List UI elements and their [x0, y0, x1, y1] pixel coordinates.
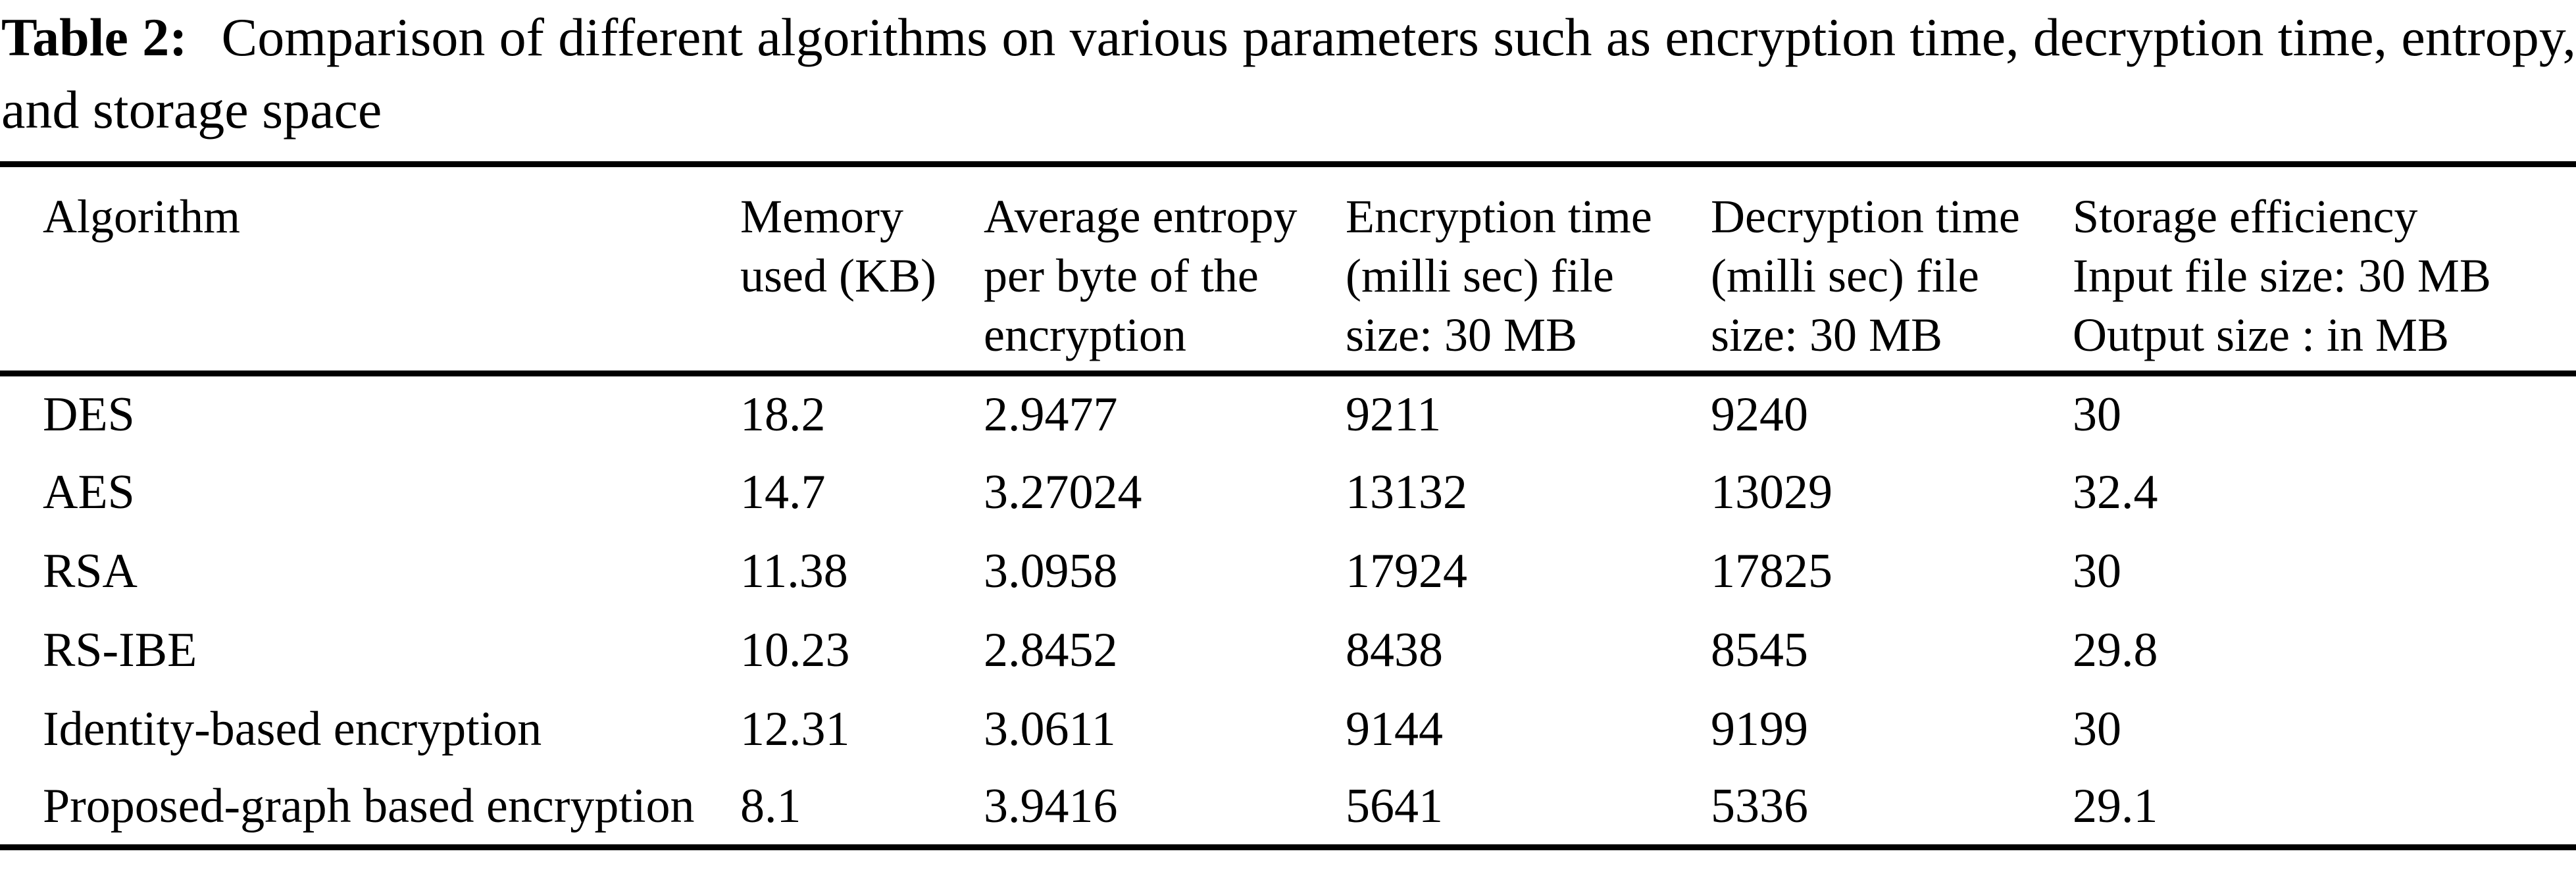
- cell-algorithm: RS-IBE: [43, 623, 197, 677]
- cell-entropy: 2.9477: [984, 387, 1118, 442]
- cell-storage: 29.8: [2073, 623, 2158, 677]
- cell-encryption-time: 5641: [1346, 779, 1443, 834]
- cell-memory: 11.38: [740, 544, 848, 598]
- cell-storage: 30: [2073, 544, 2121, 598]
- col-header-algorithm: Algorithm: [43, 190, 240, 243]
- cell-entropy: 3.0611: [984, 702, 1116, 756]
- cell-memory: 18.2: [740, 387, 826, 442]
- header-row: Algorithm Memory used (KB) Average entro…: [0, 165, 2576, 374]
- table-row: DES 18.2 2.9477 9211 9240 30: [0, 374, 2576, 453]
- cell-entropy: 3.9416: [984, 779, 1118, 834]
- cell-algorithm: RSA: [43, 544, 138, 598]
- cell-entropy: 3.27024: [984, 465, 1142, 519]
- col-header-encryption-time: Encryption time (milli sec) file size: 3…: [1346, 190, 1652, 361]
- table-row: Proposed-graph based encryption 8.1 3.94…: [0, 769, 2576, 848]
- cell-storage: 30: [2073, 387, 2121, 442]
- cell-entropy: 3.0958: [984, 544, 1118, 598]
- cell-decryption-time: 13029: [1711, 465, 1832, 519]
- cell-algorithm: Proposed-graph based encryption: [43, 779, 695, 834]
- table-caption-text: Comparison of different algorithms on va…: [1, 7, 2576, 140]
- table-caption-label: Table 2:: [1, 7, 188, 67]
- table-caption: Table 2: Comparison of different algorith…: [1, 1, 2576, 146]
- cell-encryption-time: 8438: [1346, 623, 1443, 677]
- cell-algorithm: AES: [43, 465, 135, 519]
- cell-algorithm: Identity-based encryption: [43, 702, 542, 756]
- table-row: AES 14.7 3.27024 13132 13029 32.4: [0, 453, 2576, 532]
- col-header-storage: Storage efficiency Input file size: 30 M…: [2073, 190, 2491, 361]
- table-row: Identity-based encryption 12.31 3.0611 9…: [0, 690, 2576, 769]
- cell-memory: 8.1: [740, 779, 801, 834]
- cell-storage: 29.1: [2073, 779, 2158, 834]
- col-header-memory: Memory used (KB): [740, 190, 936, 302]
- cell-memory: 14.7: [740, 465, 826, 519]
- cell-encryption-time: 9211: [1346, 387, 1442, 442]
- cell-encryption-time: 17924: [1346, 544, 1467, 598]
- cell-memory: 10.23: [740, 623, 850, 677]
- cell-decryption-time: 5336: [1711, 779, 1808, 834]
- col-header-decryption-time: Decryption time (milli sec) file size: 3…: [1711, 190, 2020, 361]
- cell-decryption-time: 17825: [1711, 544, 1832, 598]
- cell-memory: 12.31: [740, 702, 850, 756]
- cell-entropy: 2.8452: [984, 623, 1118, 677]
- table-row: RS-IBE 10.23 2.8452 8438 8545 29.8: [0, 611, 2576, 690]
- cell-encryption-time: 13132: [1346, 465, 1467, 519]
- cell-decryption-time: 9199: [1711, 702, 1808, 756]
- cell-encryption-time: 9144: [1346, 702, 1443, 756]
- comparison-table: Algorithm Memory used (KB) Average entro…: [0, 161, 2576, 850]
- cell-decryption-time: 9240: [1711, 387, 1808, 442]
- table-row: RSA 11.38 3.0958 17924 17825 30: [0, 532, 2576, 611]
- cell-algorithm: DES: [43, 387, 135, 442]
- cell-storage: 30: [2073, 702, 2121, 756]
- cell-storage: 32.4: [2073, 465, 2158, 519]
- col-header-entropy: Average entropy per byte of the encrypti…: [984, 190, 1298, 361]
- cell-decryption-time: 8545: [1711, 623, 1808, 677]
